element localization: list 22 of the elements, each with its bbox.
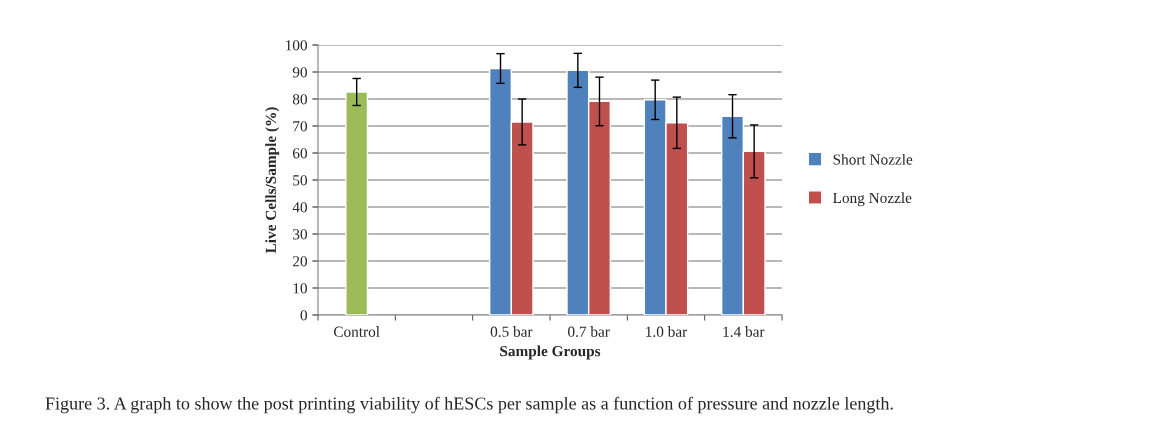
- x-tick-label: 0.5 bar: [490, 326, 533, 337]
- y-tick-label: 100: [286, 40, 307, 51]
- bar: [345, 91, 369, 315]
- x-axis-title: Sample Groups: [500, 345, 601, 360]
- caption: Figure 3. A graph to show the post printing viability of hESCs per sample as a function of pressure and nozzle length.: [45, 396, 893, 414]
- y-tick-label: 30: [293, 229, 307, 240]
- y-tick-label: 90: [292, 67, 307, 78]
- y-tick-label: 0: [300, 310, 307, 321]
- x-tick-label: Control: [333, 326, 380, 337]
- legend-label: Long Nozzle: [833, 192, 912, 207]
- y-axis-title: Live Cells/Sample (%): [265, 107, 280, 254]
- x-tick-label: 1.0 bar: [646, 326, 688, 337]
- y-tick-label: 40: [292, 202, 307, 213]
- y-tick-label: 70: [293, 121, 307, 132]
- y-tick-label: 50: [293, 175, 307, 186]
- x-tick-label: 1.4 bar: [723, 326, 765, 337]
- legend-label: Short Nozzle: [833, 153, 913, 165]
- y-tick-label: 20: [292, 256, 307, 267]
- y-tick-label: 60: [292, 148, 307, 159]
- y-tick-label: 10: [293, 283, 307, 294]
- x-tick-label: 0.7 bar: [568, 326, 610, 337]
- y-tick-label: 80: [292, 94, 307, 105]
